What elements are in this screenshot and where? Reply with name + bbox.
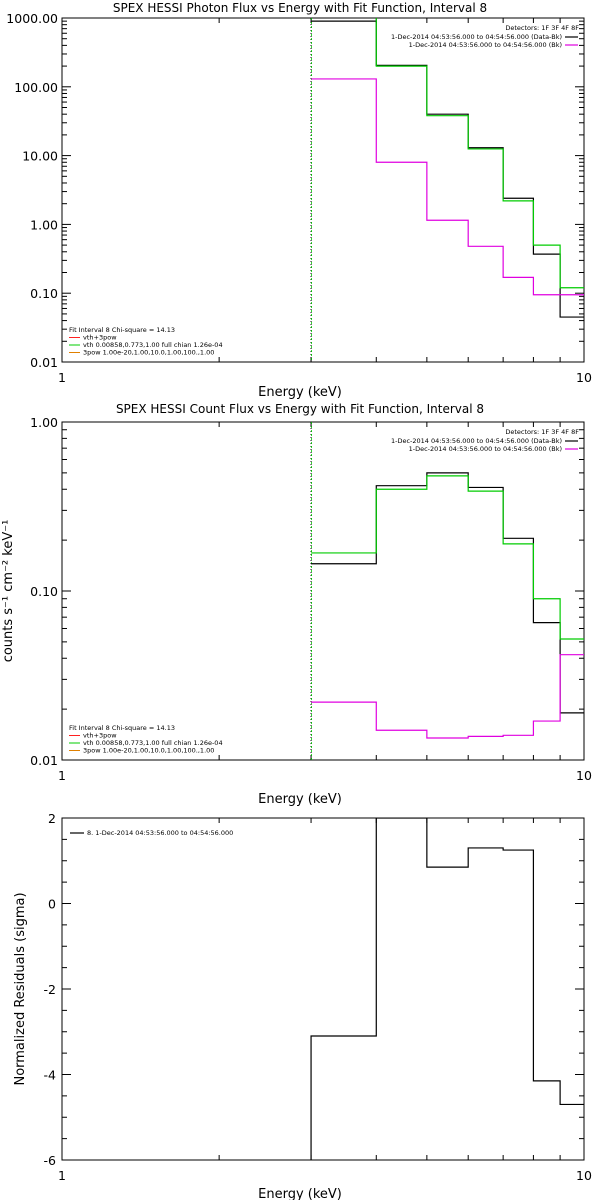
series-1-line	[311, 472, 584, 714]
y-tick-label: -2	[44, 982, 56, 997]
legend-entry: 1-Dec-2014 04:53:56.000 to 04:54:56.000 …	[409, 41, 562, 49]
fit-info-line: Fit Interval 8 Chi-square = 14.13	[69, 724, 175, 732]
legend-entry: 1-Dec-2014 04:53:56.000 to 04:54:56.000 …	[391, 437, 562, 445]
series-group	[310, 818, 584, 1160]
x-tick-label: 1	[58, 768, 66, 783]
x-tick-label: 10	[576, 370, 592, 385]
y-tick-label: 100.00	[14, 80, 58, 95]
x-tick-label: 1	[58, 370, 66, 385]
y-axis-label: counts s⁻¹ cm⁻² keV⁻¹	[1, 520, 16, 663]
y-axis-label: Normalized Residuals (sigma)	[13, 892, 28, 1085]
fit-info-line: vth 0.00858,0.773,1.00 full chian 1.26e-…	[83, 739, 223, 747]
y-tick-label: 0.01	[30, 753, 58, 768]
panel-3	[61, 817, 585, 1161]
plot-frame	[61, 421, 585, 761]
y-tick-label: 1000.00	[6, 11, 58, 26]
panel-1	[61, 17, 585, 363]
y-tick-label: -4	[44, 1068, 57, 1083]
series-1-line	[310, 818, 584, 1160]
x-axis-label: Energy (keV)	[258, 792, 342, 807]
legend-header: Detectors: 1F 3F 4F 8F	[505, 428, 579, 436]
plot-frame	[61, 817, 585, 1161]
chart-title: SPEX HESSI Photon Flux vs Energy with Fi…	[113, 1, 487, 15]
legend-entry: 1-Dec-2014 04:53:56.000 to 04:54:56.000 …	[391, 33, 562, 41]
series-3-line	[375, 18, 584, 289]
x-axis-label: Energy (keV)	[258, 385, 342, 400]
fit-info-line: vth+3pow	[83, 334, 117, 342]
y-tick-label: 2	[48, 811, 56, 826]
y-tick-label: 0	[48, 897, 56, 912]
fit-info-line: 3pow 1.00e-20,1.00,10.0,1.00,100.,1.00	[83, 747, 214, 755]
fit-info-line: 3pow 1.00e-20,1.00,10.0,1.00,100.,1.00	[83, 349, 214, 357]
series-2-line	[311, 654, 584, 739]
x-axis-label: Energy (keV)	[258, 1187, 342, 1200]
x-tick-label: 1	[58, 1168, 66, 1183]
fit-info-line: vth 0.00858,0.773,1.00 full chian 1.26e-…	[83, 341, 223, 349]
x-tick-label: 10	[576, 768, 592, 783]
y-tick-label: 10.00	[22, 149, 58, 164]
y-tick-label: -6	[44, 1153, 57, 1168]
y-tick-label: 0.10	[30, 584, 58, 599]
fit-info-line: vth+3pow	[83, 732, 117, 740]
y-tick-label: 1.00	[30, 415, 58, 430]
series-3-line	[311, 475, 584, 640]
y-tick-label: 1.00	[30, 217, 58, 232]
series-1-line	[311, 20, 584, 318]
series-group	[311, 472, 584, 739]
series-group	[311, 18, 584, 318]
legend-entry: 1-Dec-2014 04:53:56.000 to 04:54:56.000 …	[409, 445, 562, 453]
legend-header: Detectors: 1F 3F 4F 8F	[505, 24, 579, 32]
y-tick-label: 0.10	[30, 286, 58, 301]
panel-2	[61, 421, 585, 761]
y-tick-label: 0.01	[30, 355, 58, 370]
plot-frame	[61, 17, 585, 363]
x-tick-label: 10	[576, 1168, 592, 1183]
chart-title: SPEX HESSI Count Flux vs Energy with Fit…	[116, 402, 484, 416]
fit-info-line: Fit Interval 8 Chi-square = 14.13	[69, 326, 175, 334]
legend-entry: 8. 1-Dec-2014 04:53:56.000 to 04:54:56.0…	[87, 829, 233, 837]
series-2-line	[311, 78, 584, 296]
